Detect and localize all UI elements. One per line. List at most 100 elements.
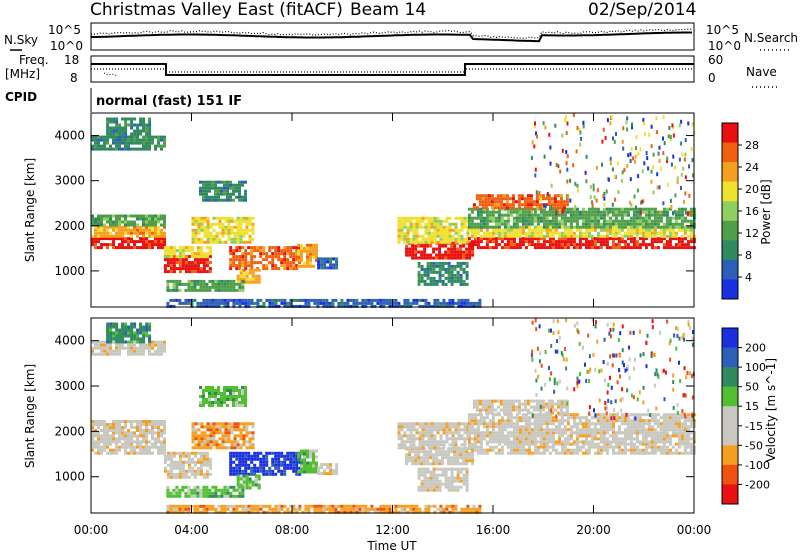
heatmap-cell <box>617 190 620 194</box>
heatmap-cell <box>575 451 579 455</box>
heatmap-cell <box>456 270 460 274</box>
heatmap-cell <box>435 467 439 471</box>
heatmap-cell <box>127 445 130 449</box>
heatmap-cell <box>524 234 528 238</box>
heatmap-cell <box>578 228 582 232</box>
heatmap-cell <box>668 240 672 244</box>
heatmap-cell <box>206 234 210 238</box>
heatmap-cell <box>184 264 188 268</box>
heatmap-cell <box>457 422 461 426</box>
heatmap-cell <box>241 451 245 455</box>
heatmap-cell <box>674 165 676 170</box>
heatmap-cell <box>466 304 470 308</box>
heatmap-cell <box>632 207 636 211</box>
heatmap-cell <box>459 479 463 483</box>
heatmap-cell <box>163 460 167 464</box>
heatmap-cell <box>130 448 133 452</box>
heatmap-cell <box>238 298 242 302</box>
heatmap-cell <box>241 298 245 302</box>
heatmap-cell <box>256 457 260 461</box>
heatmap-cell <box>242 268 246 272</box>
heatmap-cell <box>148 240 151 244</box>
heatmap-cell <box>623 219 627 223</box>
heatmap-cell <box>205 491 209 495</box>
heatmap-cell <box>309 249 312 253</box>
heatmap-cell <box>205 186 208 190</box>
noise-tick-high-right: 10^5 <box>706 23 739 37</box>
heatmap-cell <box>656 216 660 220</box>
heatmap-cell <box>145 334 149 338</box>
heatmap-cell <box>531 140 534 145</box>
heatmap-cell <box>433 298 437 302</box>
heatmap-cell <box>233 422 237 426</box>
heatmap-cell <box>118 225 121 229</box>
heatmap-cell <box>203 443 207 447</box>
noise-tick-low-left: 10^0 <box>50 39 83 53</box>
heatmap-cell <box>295 457 299 461</box>
heatmap-cell <box>109 126 113 130</box>
heatmap-cell <box>650 231 654 235</box>
heatmap-cell <box>429 244 433 248</box>
heatmap-cell <box>172 298 176 302</box>
heatmap-cell <box>536 240 540 244</box>
heatmap-cell <box>202 454 206 458</box>
heatmap-cell <box>315 252 318 256</box>
heatmap-cell <box>193 258 197 262</box>
heatmap-cell <box>450 244 454 248</box>
heatmap-cell <box>242 274 246 278</box>
heatmap-cell <box>118 129 122 133</box>
heatmap-cell <box>684 191 687 196</box>
heatmap-cell <box>283 267 287 271</box>
heatmap-cell <box>527 231 531 235</box>
heatmap-cell <box>397 240 401 244</box>
heatmap-cell <box>485 213 489 217</box>
heatmap-cell <box>227 422 231 426</box>
heatmap-cell <box>229 454 233 458</box>
heatmap-cell <box>515 219 519 223</box>
heatmap-cell <box>479 246 483 250</box>
heatmap-cell <box>221 228 225 232</box>
heatmap-cell <box>447 476 451 480</box>
heatmap-cell <box>346 298 350 302</box>
heatmap-cell <box>235 258 239 262</box>
heatmap-cell <box>223 288 227 292</box>
heatmap-cell <box>127 340 131 344</box>
heatmap-cell <box>214 285 218 289</box>
heatmap-cell <box>502 203 506 207</box>
heatmap-cell <box>456 462 460 466</box>
heatmap-cell <box>178 451 182 455</box>
heatmap-cell <box>403 231 407 235</box>
heatmap-cell <box>163 255 167 259</box>
heatmap-cell <box>209 234 213 238</box>
heatmap-cell <box>211 494 215 498</box>
heatmap-cell <box>202 301 206 305</box>
heatmap-cell <box>223 198 226 202</box>
heatmap-cell <box>569 231 573 235</box>
heatmap-cell <box>145 426 148 429</box>
heatmap-cell <box>218 222 222 226</box>
heatmap-cell <box>208 279 212 283</box>
heatmap-cell <box>533 124 536 129</box>
heatmap-cell <box>206 446 210 450</box>
heatmap-cell <box>563 448 567 452</box>
heatmap-cell <box>191 440 195 444</box>
heatmap-cell <box>148 325 152 329</box>
heatmap-cell <box>265 255 269 259</box>
heatmap-cell <box>462 467 466 471</box>
heatmap-cell <box>242 228 246 232</box>
heatmap-cell <box>530 237 534 241</box>
heatmap-cell <box>208 457 212 461</box>
heatmap-cell <box>181 301 185 305</box>
heatmap-cell <box>109 237 112 241</box>
heatmap-cell <box>462 256 466 260</box>
heatmap-cell <box>139 322 143 326</box>
heatmap-cell <box>439 301 443 305</box>
heatmap-cell <box>683 243 687 247</box>
heatmap-cell <box>203 446 207 450</box>
heatmap-cell <box>206 425 210 429</box>
heatmap-cell <box>151 340 154 344</box>
heatmap-cell <box>157 217 160 221</box>
heatmap-cell <box>453 462 457 466</box>
heatmap-cell <box>575 442 579 446</box>
heatmap-cell <box>112 135 116 139</box>
